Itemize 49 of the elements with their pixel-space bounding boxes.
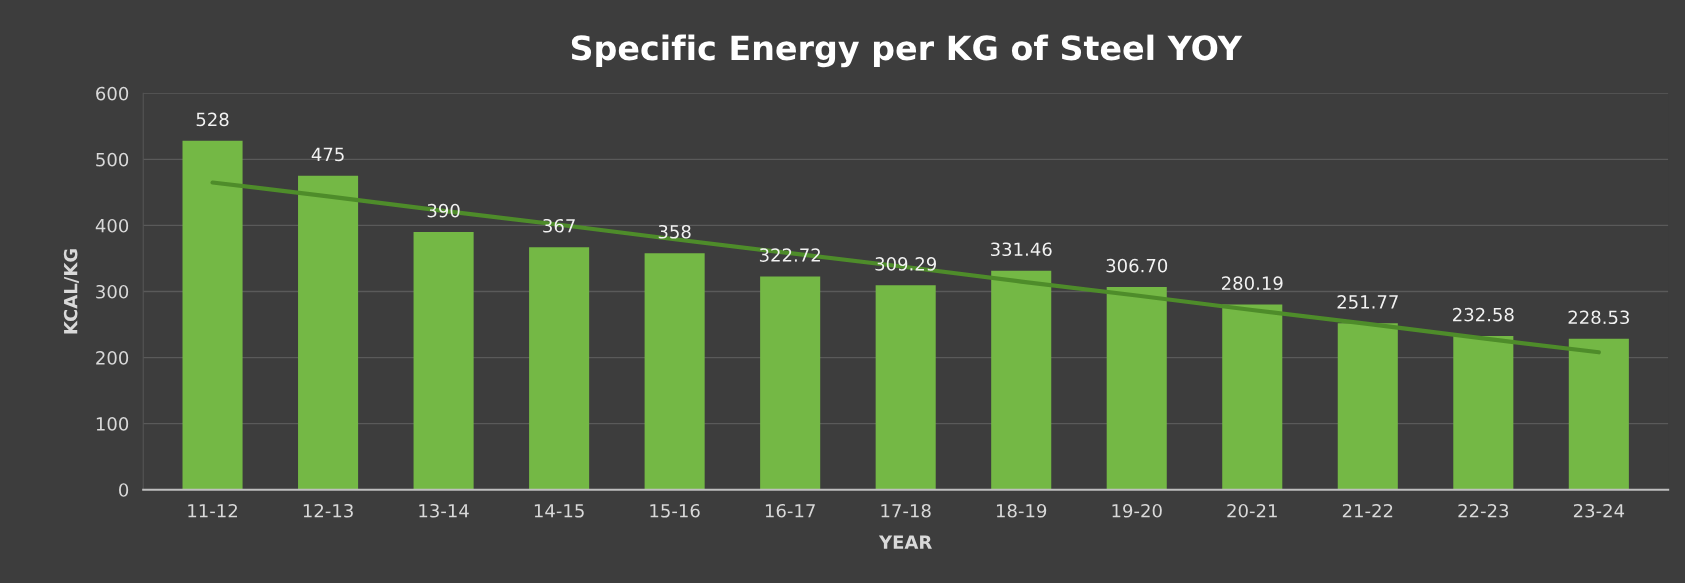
data-label: 232.58 (1453, 307, 1514, 322)
data-label: 306.70 (1106, 258, 1168, 273)
bar (1568, 338, 1629, 490)
bar (991, 270, 1052, 490)
bar (644, 253, 705, 490)
data-label: 280.19 (1222, 276, 1283, 290)
bar (182, 140, 243, 490)
x-tick-label: 20-21 (1227, 503, 1277, 518)
bar (1337, 323, 1398, 490)
x-tick-label: 11-12 (188, 503, 237, 518)
bar (1453, 336, 1514, 490)
bar (760, 276, 821, 490)
bar (298, 175, 359, 490)
x-tick-label: 13-14 (419, 503, 469, 518)
data-label: 309.29 (875, 257, 937, 271)
data-label: 251.77 (1337, 295, 1398, 309)
x-tick-label: 12-13 (303, 503, 353, 518)
data-label: 228.53 (1568, 310, 1629, 325)
data-label: 331.46 (991, 242, 1052, 257)
data-label: 390 (427, 203, 460, 218)
data-label: 322.72 (759, 248, 820, 262)
data-label: 475 (311, 147, 344, 162)
data-label: 528 (196, 112, 229, 127)
x-tick-label: 17-18 (881, 503, 931, 518)
y-axis-title: KCAL/KG (63, 249, 79, 334)
y-tick-label: 0 (119, 483, 129, 497)
x-tick-label: 23-24 (1573, 503, 1625, 518)
bar (1106, 287, 1167, 490)
y-tick-label: 300 (96, 284, 129, 299)
chart-title: Specific Energy per KG of Steel YOY (571, 34, 1243, 68)
data-label: 358 (658, 224, 691, 239)
x-tick-label: 19-20 (1112, 503, 1162, 518)
x-tick-label: 14-15 (534, 504, 584, 518)
x-tick-label: 22-23 (1458, 503, 1509, 518)
x-tick-label: 18-19 (996, 503, 1047, 518)
bar (413, 232, 474, 490)
y-tick-label: 600 (96, 86, 129, 101)
y-tick-label: 400 (95, 218, 129, 233)
x-axis-title: YEAR (878, 535, 932, 549)
x-tick-label: 16-17 (765, 503, 815, 518)
y-tick-label: 200 (96, 351, 129, 365)
bar (875, 285, 936, 490)
bar (529, 247, 590, 490)
bar (1222, 304, 1283, 490)
y-tick-label: 100 (96, 417, 129, 431)
x-tick-label: 15-16 (650, 503, 700, 518)
x-tick-label: 21-22 (1342, 503, 1393, 518)
y-tick-label: 500 (96, 152, 129, 167)
data-label: 367 (543, 218, 575, 233)
